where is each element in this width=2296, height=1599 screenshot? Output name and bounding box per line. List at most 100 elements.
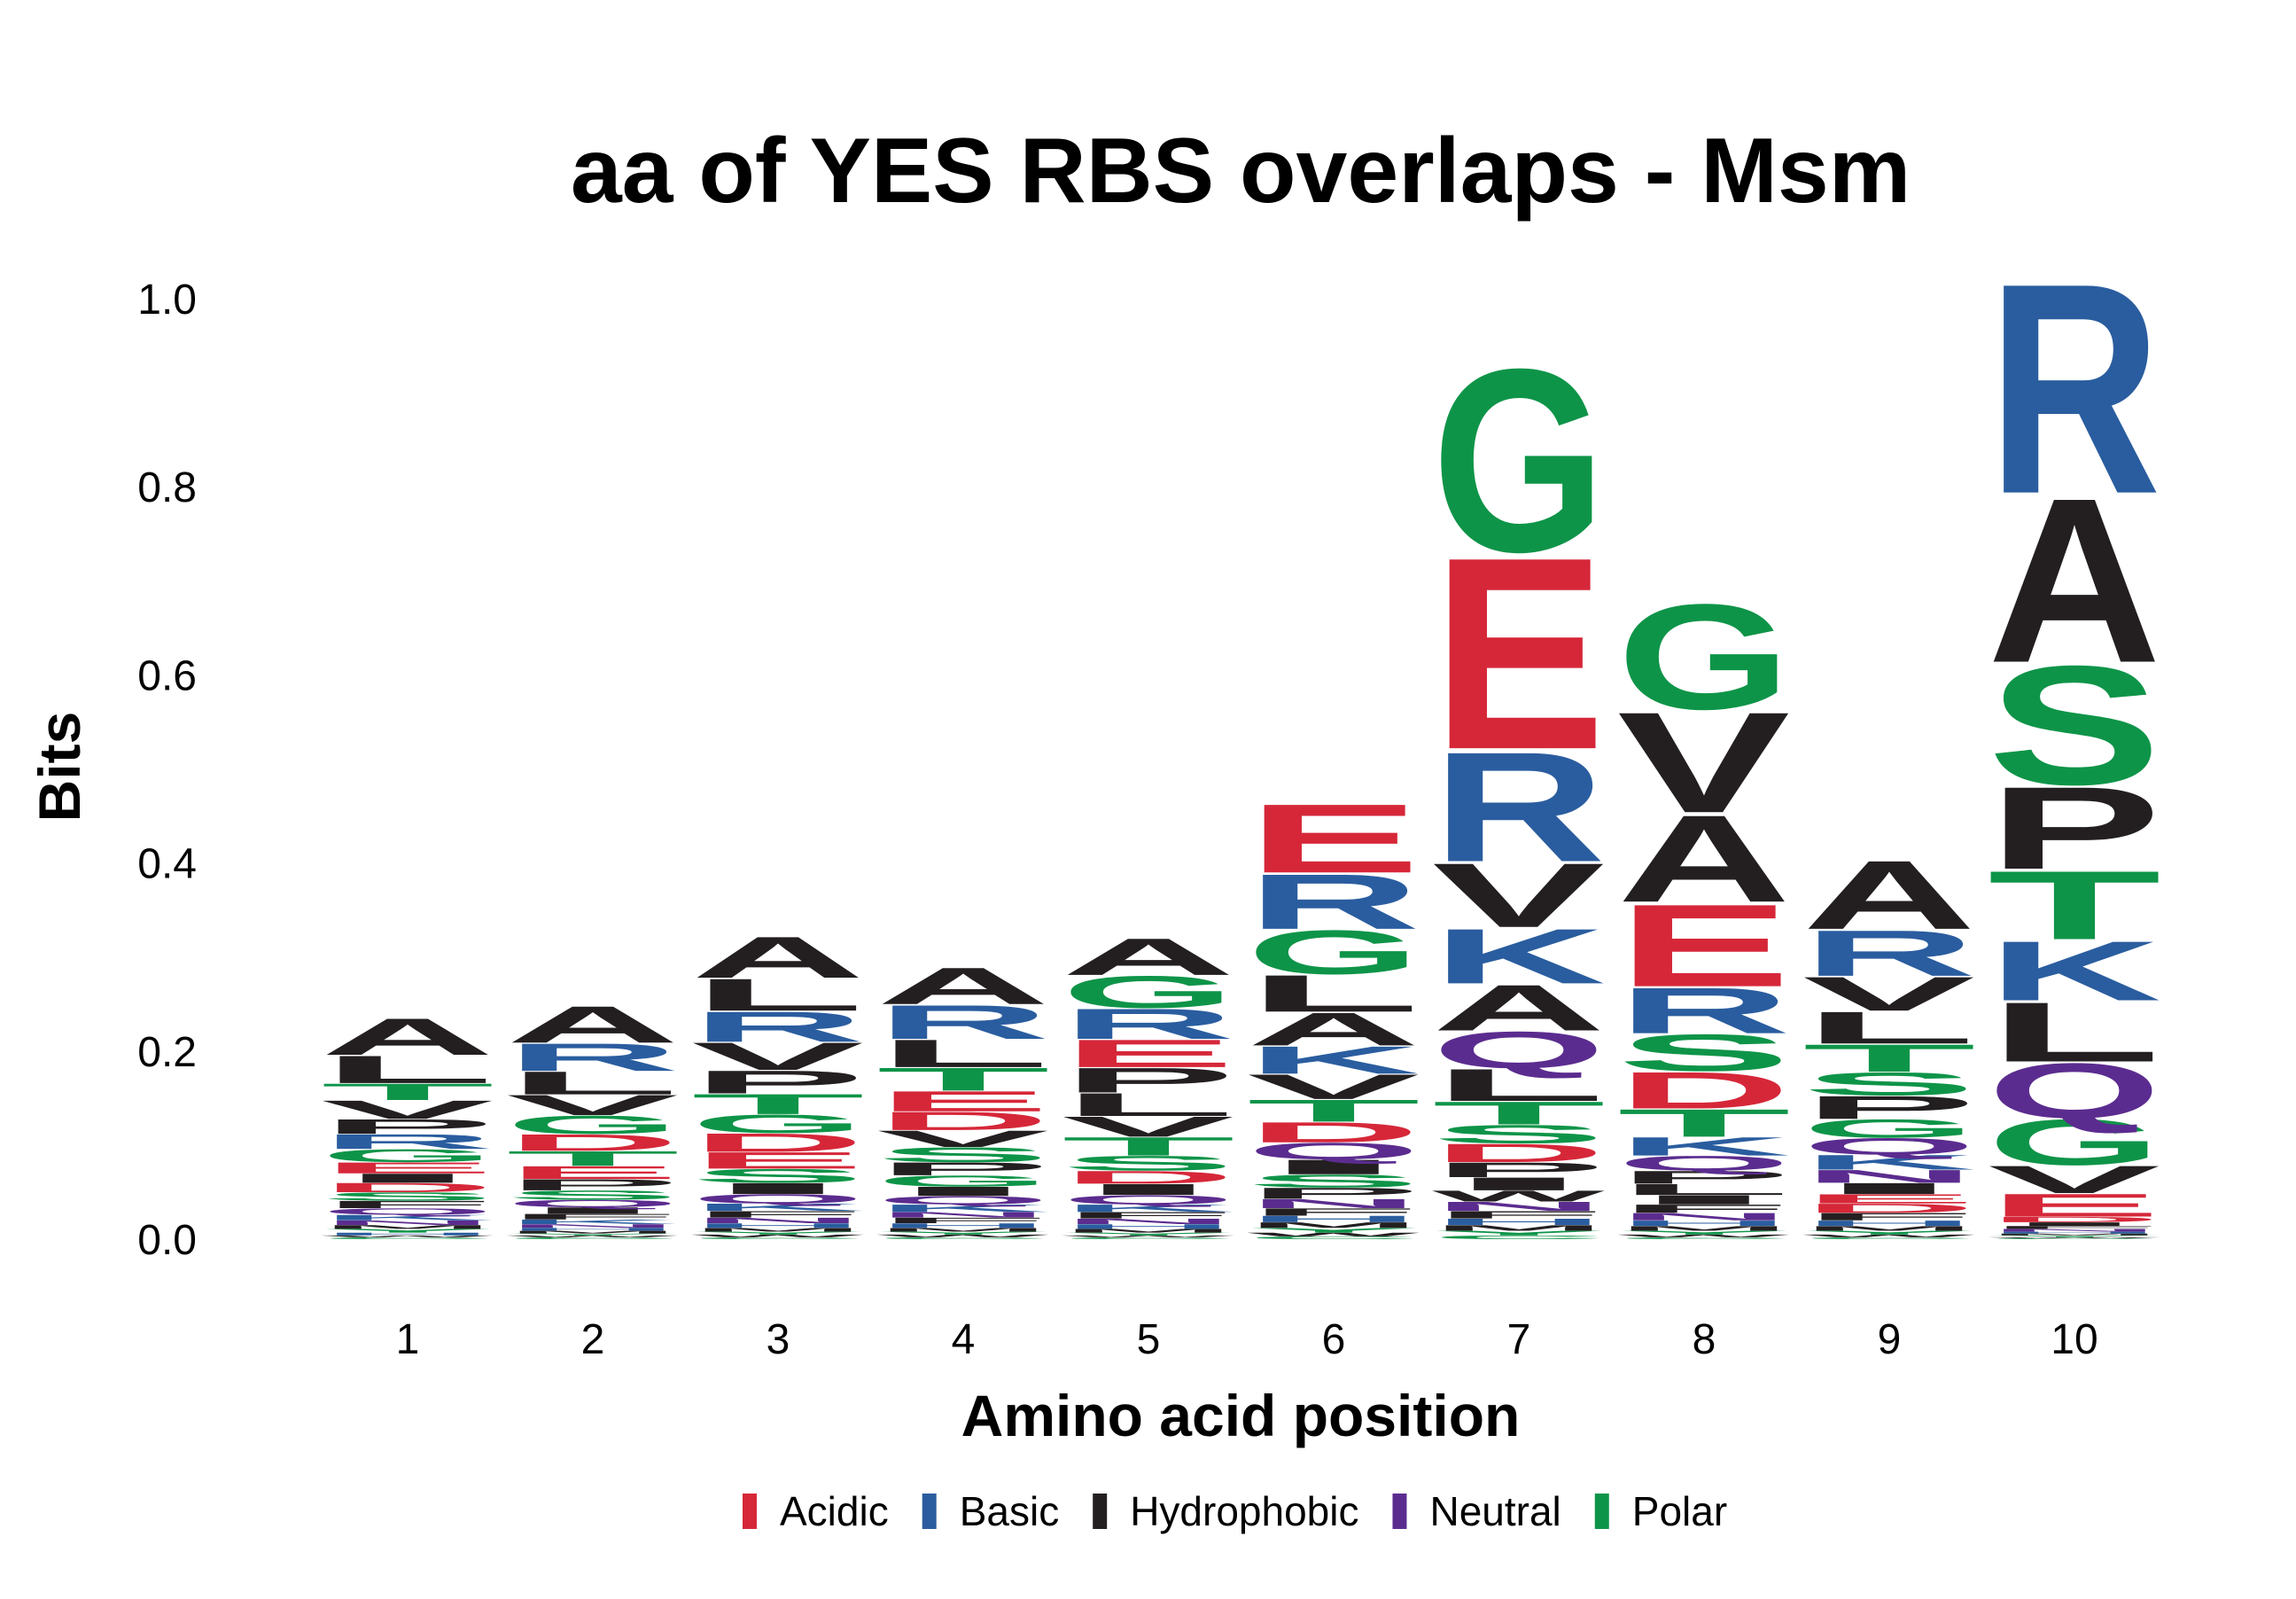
logo-letter-N: N [1062,1217,1235,1226]
logo-letter-H: H [1247,1214,1420,1225]
legend-item: Acidic [743,1488,889,1534]
x-tick-label: 9 [1878,1316,1902,1363]
logo-letter-K: K [1432,912,1606,1000]
logo-letter-T: T [1247,1093,1420,1128]
logo-letter-G: G [876,1173,1050,1190]
logo-letter-F: F [1802,1211,1976,1222]
logo-letter-A: A [691,924,865,990]
logo-letter-C: C [691,1236,865,1239]
y-tick-label: 0.0 [137,1217,197,1264]
logo-letter-L: L [506,1065,680,1101]
legend-item: Hydrophobic [1093,1488,1358,1534]
y-tick-label: 0.2 [137,1029,197,1076]
legend: Acidic Basic Hydrophobic Neutral Polar [743,1488,1727,1534]
logo-letter-Q: Q [321,1206,494,1217]
logo-letter-L: L [1247,964,1420,1023]
logo-letter-S: S [1617,1024,1791,1082]
logo-letter-V: V [876,1126,1049,1152]
logo-letter-E: E [876,1086,1050,1118]
logo-letter-T: T [1802,1036,1976,1080]
logo-letter-E: E [506,1162,680,1182]
logo-letter-Q: Q [876,1194,1050,1207]
legend-swatch [922,1494,937,1529]
logo-letter-H: H [1062,1223,1235,1230]
logo-letter-N: N [1432,1199,1606,1213]
logo-letter-A: A [321,1008,494,1066]
logo-letter-T: T [1432,1095,1606,1131]
logo-letter-F: F [1617,1202,1791,1215]
logo-letter-R: R [1062,1000,1235,1048]
logo-letter-Q: Q [1802,1134,1976,1160]
logo-letter-T: T [1988,851,2161,960]
logo-letter-N: N [691,1216,865,1225]
logo-letter-V: V [1617,682,1790,843]
logo-letter-V: V [1062,1111,1234,1143]
logo-letter-D: D [1432,1138,1606,1167]
logo-letter-S: S [1802,1065,1976,1102]
logo-letter-W: W [1432,1188,1606,1205]
y-axis-label: Bits [27,712,92,823]
logo-letter-E: E [1988,1187,2161,1223]
logo-letter-R: R [1247,858,1420,946]
logo-letter-Q: Q [1247,1138,1420,1165]
x-tick-label: 4 [952,1316,976,1363]
logo-letter-H: H [1432,1217,1606,1228]
logo-letter-A: A [1432,971,1606,1044]
logo-letter-C: C [1432,1235,1606,1241]
y-tick-label: 0.8 [137,464,197,511]
logo-letter-N: N [321,1219,494,1226]
logo-letter-D: D [1802,1201,1976,1215]
logo-letter-I: I [1988,1221,2161,1228]
x-axis-ticks: 1 2 3 4 5 6 7 8 9 10 [396,1316,2098,1363]
logo-letter-V: V [506,1089,679,1121]
logo-letter-F: F [1062,1210,1235,1220]
logo-letter-R: R [506,1035,680,1079]
logo-letter-G: G [1432,316,1606,607]
logo-letter-S: S [1062,1151,1235,1174]
logo-letter-Y: Y [1617,1229,1791,1236]
logo-letter-H: H [1802,1219,1976,1228]
logo-letter-E: E [321,1159,494,1177]
logo-letter-K: K [691,1201,865,1213]
logo-letter-E: E [1062,1032,1235,1075]
logo-letter-R: R [1432,720,1606,895]
logo-letter-S: S [1988,630,2161,821]
logo-letter-W: W [691,1234,864,1238]
logo-letter-G: G [1802,1114,1976,1143]
logo-letter-F: F [1988,1225,2161,1229]
logo-letter-C: C [1247,1236,1420,1240]
logo-letter-N: N [876,1211,1050,1220]
logo-letter-A: A [1802,840,1976,950]
logo-letter-L: L [321,1048,494,1091]
logo-letter-M: M [506,1230,680,1235]
legend-swatch [743,1494,757,1529]
logo-letter-A: A [1617,790,1791,928]
logo-letter-M: M [876,1227,1050,1233]
logo-letter-D: D [691,1128,865,1158]
logo-letter-V: V [1988,1158,2160,1201]
logo-letter-W: W [1062,1235,1234,1237]
logo-letter-I: I [1432,1174,1606,1194]
logo-letter-P: P [691,1064,865,1100]
logo-letter-C: C [1617,1236,1791,1239]
logo-letter-N: N [1802,1166,1976,1187]
logo-letter-Q: Q [1617,1151,1791,1174]
y-tick-label: 1.0 [137,277,197,324]
logo-letter-L: L [1617,1181,1791,1198]
logo-letter-L: L [876,1032,1050,1075]
logo-letter-N: N [1617,1211,1791,1222]
logo-letter-E: E [1617,880,1791,1011]
logo-letter-A: A [876,956,1050,1015]
logo-letter-D: D [506,1129,680,1156]
logo-letter-P: P [506,1176,680,1194]
logo-letter-P: P [321,1115,494,1138]
logo-letter-P: P [1432,1158,1606,1182]
logo-letter-R: R [1617,974,1791,1047]
legend-swatch [1392,1494,1407,1529]
logo-letter-F: F [506,1213,680,1221]
